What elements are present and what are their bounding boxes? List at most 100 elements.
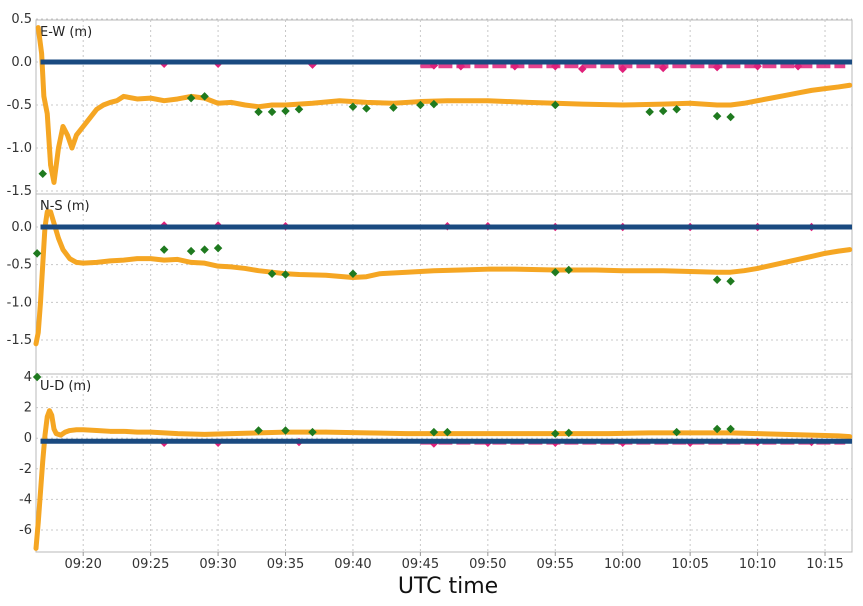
panel-1: 0.5 0.0 -0.5 -1.0 -1.5 E-W (m) <box>7 12 853 199</box>
x-tick-label: 09:20 <box>64 557 101 572</box>
y-tick-label: -0.5 <box>7 258 32 273</box>
fix-point <box>81 260 86 266</box>
fix-point <box>512 266 518 272</box>
fix-point <box>161 257 167 263</box>
float-point <box>38 169 47 179</box>
series-fix <box>33 408 853 551</box>
x-tick-label: 09:25 <box>132 557 169 572</box>
float-point <box>213 243 223 253</box>
fix-point <box>175 96 180 102</box>
fix-point <box>391 101 396 106</box>
fix-point <box>269 102 275 108</box>
fix-point <box>404 270 410 275</box>
fix-point <box>431 268 437 273</box>
fix-point <box>148 95 153 101</box>
fix-point <box>485 431 491 436</box>
fix-point <box>121 429 126 434</box>
fix-point <box>49 413 54 418</box>
fix-point <box>782 260 787 265</box>
fix-point <box>337 98 342 103</box>
fix-trace <box>33 209 853 347</box>
fix-point <box>607 431 612 436</box>
float-point <box>254 107 263 117</box>
x-tick-label: 09:55 <box>537 557 574 572</box>
fix-point <box>74 132 79 138</box>
y-tick-label: -6 <box>19 523 32 538</box>
fix-point <box>215 101 221 106</box>
y-tick-label: -1.5 <box>7 333 32 348</box>
float-point <box>726 276 735 286</box>
y-tick-label: 2 <box>24 401 32 416</box>
fix-point <box>485 98 491 103</box>
fix-point <box>741 101 747 106</box>
fix-point <box>45 209 50 215</box>
panel-label: U-D (m) <box>40 379 91 394</box>
fix-point <box>755 266 760 271</box>
float-point <box>658 106 668 116</box>
fix-point <box>755 98 760 103</box>
fix-point <box>768 263 774 268</box>
y-tick-label: 0.5 <box>11 12 32 27</box>
fix-point <box>836 84 841 90</box>
fix-point <box>660 101 666 107</box>
fix-point <box>33 546 39 551</box>
y-tick-label: -1.0 <box>7 295 32 310</box>
float-point <box>645 107 654 117</box>
fix-point <box>687 269 693 274</box>
fix-point <box>795 90 801 96</box>
y-tick-label: -2 <box>19 462 32 477</box>
fix-point <box>148 429 153 435</box>
float-point <box>348 269 358 278</box>
fix-point <box>47 408 52 413</box>
fix-point <box>215 263 221 269</box>
fix-point <box>296 272 302 277</box>
fix-point <box>714 270 720 275</box>
fix-point <box>795 257 801 262</box>
fix-point <box>40 458 45 464</box>
x-tick-label: 10:15 <box>806 557 843 572</box>
fix-point <box>56 145 61 151</box>
fix-point <box>283 102 288 108</box>
fix-point <box>63 429 68 435</box>
fix-point <box>42 432 48 438</box>
x-tick-label: 09:50 <box>469 557 506 572</box>
fix-point <box>836 248 841 254</box>
fix-point <box>39 51 44 56</box>
fix-point <box>782 432 787 437</box>
fix-point <box>38 300 43 305</box>
fix-point <box>121 94 126 99</box>
fix-point <box>404 431 410 436</box>
panel-label: E-W (m) <box>40 25 92 40</box>
fix-point <box>660 268 666 273</box>
fix-point <box>114 98 120 103</box>
float-point <box>429 99 439 109</box>
float-point <box>159 245 169 254</box>
fix-point <box>107 429 113 434</box>
fix-point <box>809 254 814 259</box>
fix-point <box>809 432 814 438</box>
fix-point <box>161 98 167 103</box>
y-tick-label: -1.5 <box>7 184 32 199</box>
series-fix <box>35 25 853 185</box>
series-float <box>32 243 735 286</box>
y-tick-label: -4 <box>19 492 32 507</box>
float-point <box>551 429 560 438</box>
fix-point <box>847 434 852 439</box>
x-axis: 09:20 09:25 09:30 09:35 09:40 09:45 09:50 09:55… <box>64 552 844 572</box>
float-point <box>294 105 304 114</box>
fix-point <box>323 273 329 278</box>
fix-point <box>134 96 140 102</box>
fix-point <box>81 124 86 129</box>
fix-point <box>188 260 194 265</box>
plot-root: 0.5 0.0 -0.5 -1.0 -1.5 E-W (m) 0.0 -0.5 -1.0 -1.5… <box>7 12 853 572</box>
fix-point <box>458 267 464 273</box>
fix-point <box>38 489 43 494</box>
y-tick-label: 0 <box>24 431 32 446</box>
fix-point <box>67 256 72 261</box>
fix-point <box>36 25 41 30</box>
fix-point <box>364 274 369 279</box>
fix-point <box>768 95 774 101</box>
fix-point <box>94 428 99 433</box>
panel-3: 4 2 0 -2 -4 -6 U-D (m) <box>19 370 853 553</box>
fix-point <box>74 427 79 432</box>
